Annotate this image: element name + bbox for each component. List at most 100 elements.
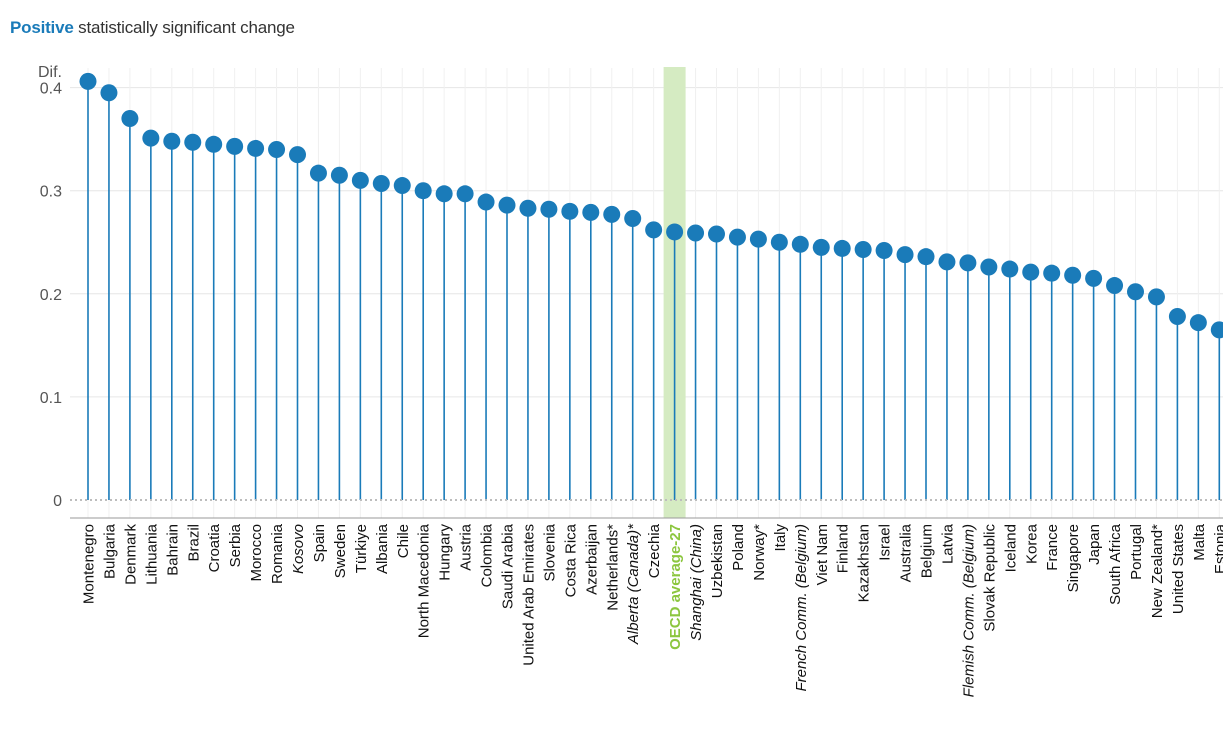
data-point — [351, 171, 369, 189]
data-point — [498, 196, 516, 214]
category-label: Azerbaijan — [583, 524, 600, 595]
category-label: North Macedonia — [416, 523, 433, 638]
category-label: OECD average-27 — [667, 524, 684, 650]
category-label: Finland — [835, 524, 852, 573]
category-label: Australia — [898, 523, 915, 582]
data-point — [938, 253, 956, 271]
category-label: Netherlands* — [604, 524, 621, 611]
data-point — [582, 203, 600, 221]
data-point — [100, 84, 118, 102]
category-label: Kosovo — [290, 524, 307, 574]
data-point — [79, 72, 97, 90]
category-label: Korea — [1023, 523, 1040, 564]
data-point — [226, 137, 244, 155]
category-label: Portugal — [1128, 524, 1145, 580]
data-point — [184, 133, 202, 151]
category-label: Israel — [877, 524, 894, 561]
category-label: Shanghai (China) — [688, 524, 705, 641]
category-label-layer: Montenegro Bulgaria Denmark Lithuania Bahrai… — [81, 523, 1223, 698]
data-point — [393, 177, 411, 195]
category-label: Kazakhstan — [856, 524, 873, 602]
category-label: New Zealand* — [1149, 524, 1166, 618]
data-point — [603, 205, 621, 223]
data-point — [959, 254, 977, 272]
data-point — [687, 224, 705, 242]
data-point — [1064, 266, 1082, 284]
category-label: Sweden — [332, 524, 349, 578]
data-point — [833, 239, 851, 257]
y-tick-label: 0.2 — [40, 287, 62, 304]
data-point — [1022, 263, 1040, 281]
category-label: Alberta (Canada)* — [625, 523, 642, 645]
category-label: United States — [1170, 524, 1187, 614]
category-label: Bulgaria — [101, 523, 118, 579]
category-label: Saudi Arabia — [500, 523, 517, 609]
data-point — [1001, 260, 1019, 278]
data-point — [561, 202, 579, 220]
data-point — [205, 135, 223, 153]
grid-layer — [70, 68, 1223, 518]
data-point — [791, 235, 809, 253]
data-point — [645, 221, 663, 239]
data-point — [289, 146, 306, 164]
category-label: United Arab Emirates — [520, 524, 537, 666]
data-point — [540, 200, 558, 218]
category-label: Austria — [458, 523, 475, 570]
category-label: Costa Rica — [562, 523, 579, 597]
data-point — [121, 110, 139, 128]
data-point — [1189, 314, 1207, 332]
data-point — [247, 139, 265, 157]
chart-header: Positive statistically significant chang… — [10, 18, 295, 38]
category-label: South Africa — [1107, 523, 1124, 605]
category-label: Slovak Republic — [981, 524, 998, 632]
y-tick-label: 0 — [53, 493, 62, 510]
category-label: Estonia — [1212, 523, 1223, 574]
data-point — [666, 223, 684, 241]
category-label: France — [1044, 524, 1061, 571]
data-point — [854, 240, 872, 258]
data-point — [477, 193, 495, 211]
category-label: Latvia — [939, 523, 956, 564]
category-label: Uzbekistan — [709, 524, 726, 598]
category-label: Flemish Comm. (Belgium) — [960, 524, 977, 697]
data-point — [519, 199, 537, 217]
data-point — [624, 210, 642, 228]
category-label: Denmark — [122, 524, 139, 585]
data-point — [372, 174, 390, 192]
data-point — [1147, 288, 1165, 306]
data-point — [917, 248, 935, 266]
data-point — [163, 132, 181, 150]
data-point — [1127, 283, 1144, 301]
data-point — [414, 182, 432, 200]
data-point — [330, 166, 348, 184]
category-label: Italy — [772, 524, 789, 552]
y-tick-label: 0.4 — [40, 81, 62, 98]
category-label: Slovenia — [541, 523, 558, 581]
category-label: French Comm. (Belgium) — [793, 524, 810, 692]
data-point — [728, 228, 746, 246]
y-tick-label: 0.1 — [40, 390, 62, 407]
category-label: Spain — [311, 524, 328, 562]
data-point — [875, 241, 893, 259]
category-label: Morocco — [248, 524, 265, 582]
data-point — [812, 238, 830, 256]
category-label: Colombia — [479, 523, 496, 587]
category-label: Serbia — [227, 523, 244, 567]
category-label: Hungary — [437, 524, 454, 581]
data-point — [770, 233, 788, 251]
data-point — [1106, 277, 1124, 295]
category-label: Japan — [1086, 524, 1103, 565]
category-label: Iceland — [1002, 524, 1019, 572]
data-point — [749, 230, 767, 248]
data-point — [1168, 307, 1186, 325]
data-point — [435, 185, 453, 203]
dot-layer — [79, 72, 1223, 339]
category-label: Malta — [1191, 523, 1208, 560]
category-label: Belgium — [919, 524, 936, 578]
category-label: Romania — [269, 523, 286, 584]
data-point — [268, 140, 286, 158]
y-tick-label: 0.3 — [40, 184, 62, 201]
category-label: Montenegro — [81, 524, 98, 604]
